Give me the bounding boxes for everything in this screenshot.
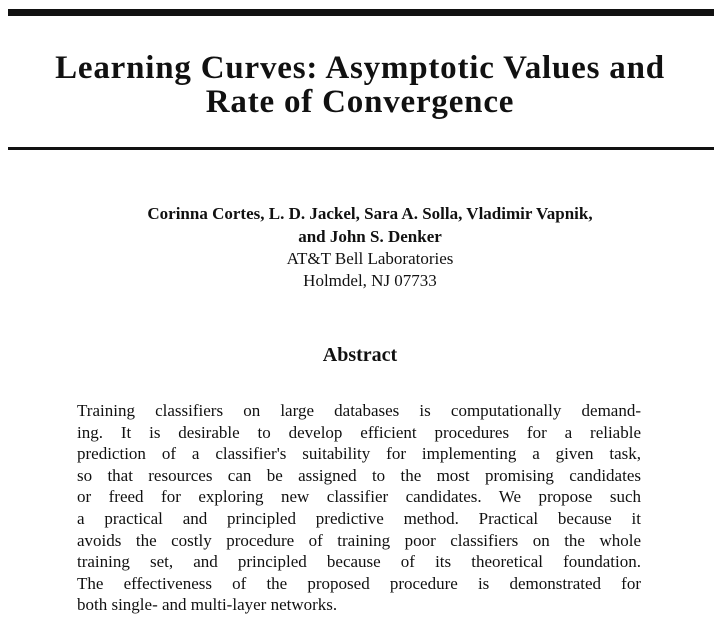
abstract-heading: Abstract (322, 344, 398, 366)
abstract-line: prediction of a classifier's suitability… (77, 444, 641, 464)
top-rule (8, 9, 714, 16)
abstract-line: both single- and multi-layer networks. (77, 595, 338, 615)
abstract-line: Training classifiers on large databases … (77, 401, 641, 420)
title-line: Rate of Convergence (205, 84, 515, 120)
abstract-line: so that resources can be assigned to the… (77, 465, 641, 485)
title-rule (8, 147, 714, 150)
abstract-line: or freed for exploring new classifier ca… (77, 487, 641, 507)
author-line: Corinna Cortes, L. D. Jackel, Sara A. So… (147, 204, 593, 223)
abstract-line: training set, and principled because of … (77, 552, 641, 572)
abstract-line: avoids the costly procedure of training … (77, 530, 641, 550)
abstract-line: a practical and principled predictive me… (77, 509, 641, 528)
abstract-line: The effectiveness of the proposed proced… (77, 573, 641, 593)
author-line: and John S. Denker (298, 227, 442, 246)
affiliation-line: AT&T Bell Laboratories (286, 249, 454, 268)
abstract-line: ing. It is desirable to develop efficien… (77, 422, 641, 442)
title-line: Learning Curves: Asymptotic Values and (55, 50, 665, 86)
affiliation-line: Holmdel, NJ 07733 (303, 271, 437, 290)
